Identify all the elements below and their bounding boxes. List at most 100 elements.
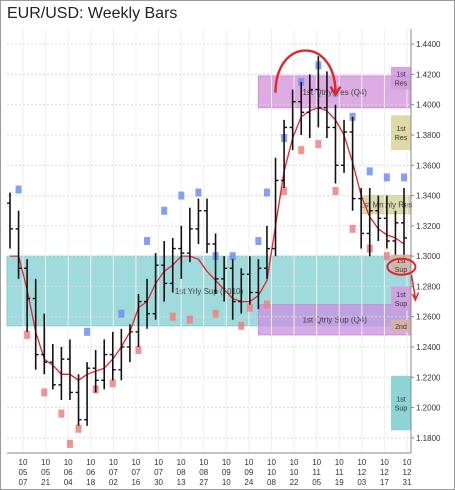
x-tick-label: 12 xyxy=(357,468,366,477)
ohlc-bar xyxy=(58,347,65,400)
ohlc-bar xyxy=(161,241,168,302)
ohlc-bar xyxy=(7,192,13,249)
moving-average-layer xyxy=(10,107,405,382)
x-tick-label: 19 xyxy=(335,478,344,487)
ohlc-bar xyxy=(212,233,219,294)
ohlc-bar xyxy=(332,104,339,184)
upper-marker xyxy=(118,309,125,318)
bar-layer xyxy=(7,56,407,426)
axis-layer: 1.4400 1.4200 1.4000 1.3800 1.3600 1.3400 1.32… xyxy=(7,29,441,487)
lower-marker xyxy=(186,315,193,324)
lower-marker xyxy=(58,409,65,418)
chart-title: EUR/USD: Weekly Bars xyxy=(7,5,178,22)
x-tick-label: 05 xyxy=(19,468,28,477)
x-tick-label: 07 xyxy=(109,468,118,477)
ohlc-bar xyxy=(178,225,185,279)
y-tick-label: 1.3200 xyxy=(416,222,441,231)
right-label-text: Res xyxy=(395,135,408,142)
ohlc-bar xyxy=(75,374,82,426)
x-tick-label: 10 xyxy=(335,458,344,467)
lower-marker xyxy=(75,424,82,433)
x-tick-label: 10 xyxy=(199,458,208,467)
arc-annotation xyxy=(274,49,337,93)
annotation-layer xyxy=(274,49,420,302)
lower-marker xyxy=(24,330,31,339)
lower-marker xyxy=(41,388,48,397)
lower-marker xyxy=(238,321,245,330)
upper-marker xyxy=(84,327,91,336)
upper-marker xyxy=(195,188,202,197)
y-tick-label: 1.3800 xyxy=(416,131,441,140)
lower-marker xyxy=(349,224,356,233)
x-tick-label: 12 xyxy=(380,468,389,477)
ohlc-bar xyxy=(401,188,407,260)
lower-marker xyxy=(246,303,253,312)
x-tick-label: 10 xyxy=(86,458,95,467)
marker-layer xyxy=(15,61,407,448)
x-tick-label: 06 xyxy=(64,468,73,477)
upper-marker xyxy=(15,185,22,194)
y-tick-label: 1.1800 xyxy=(416,434,441,443)
ohlc-bar xyxy=(169,237,176,293)
zone-label: 1st Qtrly Sup (Q4) xyxy=(302,316,367,325)
x-tick-label: 04 xyxy=(64,478,73,487)
ohlc-bar xyxy=(263,225,270,279)
x-tick-label: 05 xyxy=(41,468,50,477)
right-label-text: 1st xyxy=(396,126,405,133)
ohlc-bar xyxy=(383,195,390,249)
right-label-text: Res xyxy=(395,81,408,88)
lower-marker xyxy=(169,312,176,321)
x-tick-label: 08 xyxy=(177,468,186,477)
lower-marker xyxy=(315,140,322,149)
x-tick-label: 10 xyxy=(177,458,186,467)
ohlc-bar xyxy=(246,256,253,305)
upper-marker xyxy=(366,167,373,176)
x-tick-label: 10 xyxy=(403,458,412,467)
right-label-box xyxy=(391,319,411,332)
ohlc-bar xyxy=(289,89,296,151)
x-tick-label: 10 xyxy=(109,458,118,467)
ohlc-bar xyxy=(255,259,262,310)
y-tick-label: 1.2000 xyxy=(416,404,441,413)
ohlc-bar xyxy=(101,339,108,390)
x-tick-label: 10 xyxy=(41,458,50,467)
ohlc-bar xyxy=(135,294,142,347)
x-tick-label: 10 xyxy=(19,458,28,467)
ohlc-bar xyxy=(32,278,39,370)
ohlc-bar xyxy=(298,82,305,135)
upper-marker xyxy=(255,237,262,245)
ohlc-bar xyxy=(315,56,322,128)
x-tick-label: 10 xyxy=(267,458,276,467)
x-tick-label: 10 xyxy=(222,478,231,487)
right-label-text: Sup xyxy=(395,301,408,308)
ohlc-bar xyxy=(24,259,31,332)
arc-arrowhead xyxy=(329,85,342,97)
lower-marker xyxy=(66,439,73,448)
ohlc-bar xyxy=(272,157,279,257)
ohlc-bar xyxy=(238,268,245,314)
right-label-box xyxy=(391,375,411,431)
x-tick-label: 16 xyxy=(131,478,140,487)
x-tick-label: 10 xyxy=(290,468,299,477)
right-label-text: 2nd xyxy=(395,324,407,331)
ohlc-bar xyxy=(109,331,116,381)
lower-marker xyxy=(263,300,270,309)
upper-marker xyxy=(401,173,407,182)
lower-marker xyxy=(212,309,219,318)
x-tick-label: 12 xyxy=(403,468,412,477)
right-label-box xyxy=(391,115,411,151)
x-tick-label: 10 xyxy=(244,458,253,467)
ohlc-bar xyxy=(126,324,133,363)
ohlc-bar xyxy=(281,119,288,188)
x-tick-label: 09 xyxy=(244,468,253,477)
ohlc-bar xyxy=(341,119,348,173)
arrow-annotation xyxy=(410,274,417,299)
ohlc-bar xyxy=(195,198,202,245)
ohlc-bar xyxy=(152,253,159,320)
x-tick-label: 06 xyxy=(86,468,95,477)
y-tick-label: 1.4200 xyxy=(416,70,441,79)
y-tick-label: 1.2200 xyxy=(416,373,441,382)
ohlc-bar xyxy=(118,328,125,381)
